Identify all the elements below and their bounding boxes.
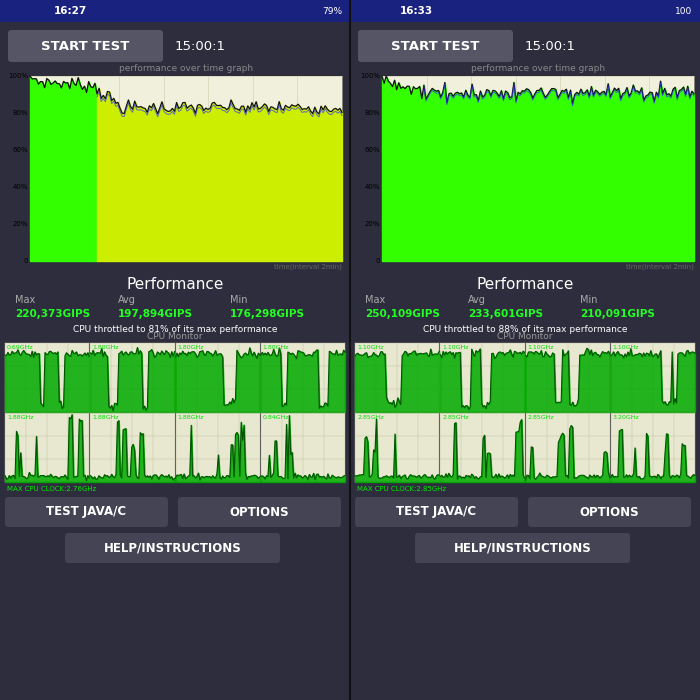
Text: 1.10GHz: 1.10GHz <box>528 345 554 350</box>
Bar <box>0 22 350 700</box>
Text: 60%: 60% <box>365 147 380 153</box>
Text: 197,894GIPS: 197,894GIPS <box>118 309 193 319</box>
Text: 233,601GIPS: 233,601GIPS <box>468 309 543 319</box>
Text: 3.20GHz: 3.20GHz <box>612 415 640 420</box>
Bar <box>260 413 345 482</box>
Bar <box>526 343 610 412</box>
Text: HELP/INSTRUCTIONS: HELP/INSTRUCTIONS <box>104 542 241 554</box>
FancyBboxPatch shape <box>8 30 163 62</box>
Text: HELP/INSTRUCTIONS: HELP/INSTRUCTIONS <box>454 542 592 554</box>
Bar <box>260 343 345 412</box>
Text: START TEST: START TEST <box>391 39 480 52</box>
Text: 80%: 80% <box>365 110 380 116</box>
Text: time(interval 2min): time(interval 2min) <box>274 263 342 270</box>
Bar <box>30 76 342 261</box>
FancyBboxPatch shape <box>5 497 168 527</box>
Text: Avg: Avg <box>468 295 486 305</box>
Text: 220,373GIPS: 220,373GIPS <box>15 309 90 319</box>
Text: Max: Max <box>365 295 385 305</box>
Text: 1.10GHz: 1.10GHz <box>442 345 469 350</box>
Bar <box>610 413 695 482</box>
FancyBboxPatch shape <box>65 533 280 563</box>
Text: 79%: 79% <box>322 6 342 15</box>
Bar <box>355 413 440 482</box>
Text: 0: 0 <box>24 258 28 264</box>
Text: 176,298GIPS: 176,298GIPS <box>230 309 305 319</box>
Text: 100%: 100% <box>360 73 380 79</box>
Text: 2.85GHz: 2.85GHz <box>442 415 469 420</box>
Text: 1.80GHz: 1.80GHz <box>262 345 289 350</box>
Bar <box>90 413 174 482</box>
Text: Max: Max <box>15 295 35 305</box>
Text: performance over time graph: performance over time graph <box>119 64 253 73</box>
Bar <box>0 0 350 22</box>
Text: 20%: 20% <box>365 221 380 227</box>
Text: 16:27: 16:27 <box>53 6 87 16</box>
Text: 60%: 60% <box>13 147 28 153</box>
FancyBboxPatch shape <box>355 497 518 527</box>
Text: 0: 0 <box>375 258 380 264</box>
Text: 20%: 20% <box>13 221 28 227</box>
Text: OPTIONS: OPTIONS <box>580 505 639 519</box>
Text: 2.85GHz: 2.85GHz <box>357 415 384 420</box>
Text: Min: Min <box>580 295 598 305</box>
Bar <box>350 0 700 22</box>
Text: 15:00:1: 15:00:1 <box>174 39 225 52</box>
Text: 1.88GHz: 1.88GHz <box>178 415 204 420</box>
FancyBboxPatch shape <box>528 497 691 527</box>
Text: CPU throttled to 88% of its max performance: CPU throttled to 88% of its max performa… <box>423 325 627 334</box>
Text: performance over time graph: performance over time graph <box>471 64 605 73</box>
FancyBboxPatch shape <box>415 533 630 563</box>
Text: Performance: Performance <box>476 277 574 292</box>
Text: 250,109GIPS: 250,109GIPS <box>365 309 440 319</box>
Text: 40%: 40% <box>13 184 28 190</box>
Bar <box>5 343 90 412</box>
Text: Min: Min <box>230 295 248 305</box>
Text: 210,091GIPS: 210,091GIPS <box>580 309 655 319</box>
Bar <box>440 413 524 482</box>
Bar <box>176 413 260 482</box>
Text: 1.80GHz: 1.80GHz <box>178 345 204 350</box>
Text: CPU Monitor: CPU Monitor <box>497 332 553 341</box>
Bar <box>90 343 174 412</box>
Text: Performance: Performance <box>126 277 224 292</box>
FancyBboxPatch shape <box>358 30 513 62</box>
Bar <box>440 343 524 412</box>
Text: START TEST: START TEST <box>41 39 130 52</box>
Bar <box>610 343 695 412</box>
Text: MAX CPU CLOCK:2.76GHz: MAX CPU CLOCK:2.76GHz <box>7 486 97 492</box>
Text: 1.88GHz: 1.88GHz <box>92 415 119 420</box>
Text: MAX CPU CLOCK:2.85GHz: MAX CPU CLOCK:2.85GHz <box>357 486 446 492</box>
Text: 1.88GHz: 1.88GHz <box>7 415 34 420</box>
Text: 1.10GHz: 1.10GHz <box>357 345 384 350</box>
Bar <box>350 22 700 700</box>
Bar <box>355 343 440 412</box>
Bar <box>382 76 694 261</box>
Text: OPTIONS: OPTIONS <box>230 505 289 519</box>
Text: 0.69GHz: 0.69GHz <box>7 345 34 350</box>
Bar <box>176 343 260 412</box>
Text: 100: 100 <box>675 6 692 15</box>
Text: CPU Monitor: CPU Monitor <box>147 332 203 341</box>
Text: 0.84GHz: 0.84GHz <box>262 415 289 420</box>
Text: 15:00:1: 15:00:1 <box>524 39 575 52</box>
Text: Avg: Avg <box>118 295 136 305</box>
Text: 1.80GHz: 1.80GHz <box>92 345 119 350</box>
Text: 1.10GHz: 1.10GHz <box>612 345 639 350</box>
FancyBboxPatch shape <box>178 497 341 527</box>
Text: 2.85GHz: 2.85GHz <box>528 415 554 420</box>
Text: TEST JAVA/C: TEST JAVA/C <box>46 505 127 519</box>
Text: time(interval 2min): time(interval 2min) <box>626 263 694 270</box>
Text: 16:33: 16:33 <box>400 6 433 16</box>
Text: CPU throttled to 81% of its max performance: CPU throttled to 81% of its max performa… <box>73 325 277 334</box>
Text: TEST JAVA/C: TEST JAVA/C <box>396 505 477 519</box>
Text: 80%: 80% <box>13 110 28 116</box>
Text: 40%: 40% <box>365 184 380 190</box>
Text: 100%: 100% <box>8 73 28 79</box>
Bar <box>526 413 610 482</box>
Bar <box>5 413 90 482</box>
